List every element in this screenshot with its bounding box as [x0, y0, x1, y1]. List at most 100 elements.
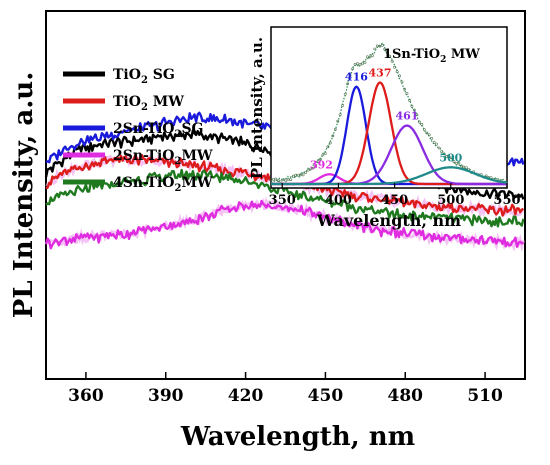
inset-experimental-point [430, 136, 434, 140]
main-x-axis-label: Wavelength, nm [180, 422, 415, 452]
series-line-3 [44, 199, 525, 250]
inset-peak-label-500: 500 [439, 151, 462, 164]
inset-x-ticks: 350 400 450 500 550 [269, 183, 521, 208]
inset-experimental-point [321, 153, 325, 157]
inset-experimental-point [365, 55, 369, 59]
legend-label-sub-0: 2 [141, 75, 148, 86]
inset-experimental-point [435, 142, 439, 146]
legend-label-rest-4: MW [181, 175, 212, 191]
inset-experimental-point [380, 44, 384, 47]
inset-experimental-point [373, 47, 377, 51]
legend-label-rest-2: SG [181, 121, 203, 137]
legend-label-sub-3: 2 [174, 156, 181, 167]
inset-experimental-point [318, 157, 322, 161]
inset-experimental-point [464, 166, 468, 170]
inset-experimental-point [412, 108, 416, 112]
inset-x-tick-label-450: 450 [381, 193, 408, 208]
inset-x-tick-label-550: 550 [493, 193, 520, 208]
legend-label-base-4: 4Sn-TiO [113, 175, 174, 191]
inset-experimental-point [328, 141, 332, 145]
inset-experimental-point [351, 67, 355, 71]
inset-experimental-point [301, 173, 305, 177]
legend-label-rest-1: MW [148, 94, 184, 110]
inset-experimental-point [284, 179, 288, 183]
inset-title-sub: 2 [440, 55, 446, 65]
inset-experimental-point [333, 127, 337, 131]
inset-experimental-point [452, 160, 456, 164]
inset-experimental-point [422, 128, 426, 132]
inset-experimental-point [353, 63, 357, 66]
inset-experimental-point [323, 152, 327, 155]
inset-experimental-point [440, 150, 444, 154]
legend-label-base-2: 2Sn-TiO [113, 121, 174, 137]
inset-experimental-point [363, 61, 367, 64]
inset-experimental-point [291, 174, 295, 178]
inset-experimental-point [400, 80, 404, 84]
inset-experimental-point [294, 173, 298, 177]
inset-experimental-point [462, 165, 466, 169]
inset-experimental-point [445, 155, 448, 158]
inset-experimental-point [390, 59, 394, 63]
inset-experimental-point [395, 70, 399, 74]
inset-experimental-point [393, 65, 397, 69]
inset-experimental-point [336, 119, 340, 123]
main-y-axis-label: PL Intensity, a.u. [9, 72, 39, 319]
inset-experimental-point [343, 92, 347, 96]
inset-experimental-point [427, 133, 431, 137]
inset-peak-label-461: 461 [395, 110, 418, 123]
inset-experimental-point [450, 156, 453, 160]
legend-label-1: TiO2 MW [113, 94, 184, 113]
main-x-tick-label-390: 390 [148, 386, 184, 406]
main-x-tick-label-480: 480 [388, 386, 424, 406]
inset-experimental-point [454, 161, 458, 165]
inset-x-tick-label-400: 400 [325, 193, 352, 208]
inset-experimental-point [368, 55, 372, 59]
inset-experimental-point [370, 54, 374, 58]
inset-experimental-point [274, 177, 278, 181]
inset-x-tick-label-500: 500 [437, 193, 464, 208]
inset-experimental-point [383, 47, 387, 51]
inset-experimental-point [309, 167, 313, 171]
legend-label-sub-4: 2 [174, 183, 181, 194]
inset-experimental-point [425, 131, 429, 135]
inset-experimental-point [356, 62, 359, 66]
inset-experimental-point [269, 178, 273, 182]
inset-experimental-point [405, 92, 409, 95]
inset-experimental-point [398, 74, 402, 78]
legend-label-rest-3: MW [181, 148, 212, 164]
inset-experimental-point [432, 140, 436, 144]
inset-experimental-point [408, 98, 411, 102]
inset-experimental-point [358, 63, 362, 67]
inset-experimental-point [361, 62, 364, 66]
inset-peak-label-416: 416 [345, 71, 368, 84]
main-plot-frame [45, 10, 526, 380]
legend-label-2: 2Sn-TiO2SG [113, 121, 204, 140]
legend-label-rest-0: SG [148, 67, 175, 83]
inset-x-axis-label: Wavelength, nm [316, 211, 461, 230]
inset-experimental-point [314, 165, 317, 169]
inset-experimental-point [341, 104, 345, 107]
inset-y-axis-label: PL Intensity, a.u. [248, 37, 266, 179]
inset-experimental-point [378, 44, 382, 48]
inset-experimental-point [420, 123, 424, 126]
inset-experimental-point [316, 159, 320, 163]
legend-label-4: 4Sn-TiO2MW [113, 175, 213, 194]
inset-experimental-point [281, 178, 285, 182]
legend-label-base-1: TiO [113, 94, 141, 110]
inset-experimental-point [388, 54, 392, 58]
inset-chart: 392 416 437 461 500 350 400 450 500 550 1Sn-TiO2… [248, 26, 521, 230]
inset-experimental-point [415, 113, 419, 117]
inset-experimental-point [276, 179, 280, 183]
inset-experimental-point [286, 177, 290, 181]
main-x-ticks: 360 390 420 450 480 510 [68, 372, 503, 406]
inset-title: 1Sn-TiO2 MW [383, 47, 480, 65]
inset-experimental-point [375, 44, 379, 48]
inset-experimental-point [417, 120, 421, 124]
main-x-tick-label-360: 360 [68, 386, 104, 406]
main-x-tick-label-420: 420 [228, 386, 264, 406]
inset-experimental-point [459, 164, 463, 168]
legend-label-sub-2: 2 [174, 129, 181, 140]
inset-peak-curve-500 [271, 166, 508, 186]
